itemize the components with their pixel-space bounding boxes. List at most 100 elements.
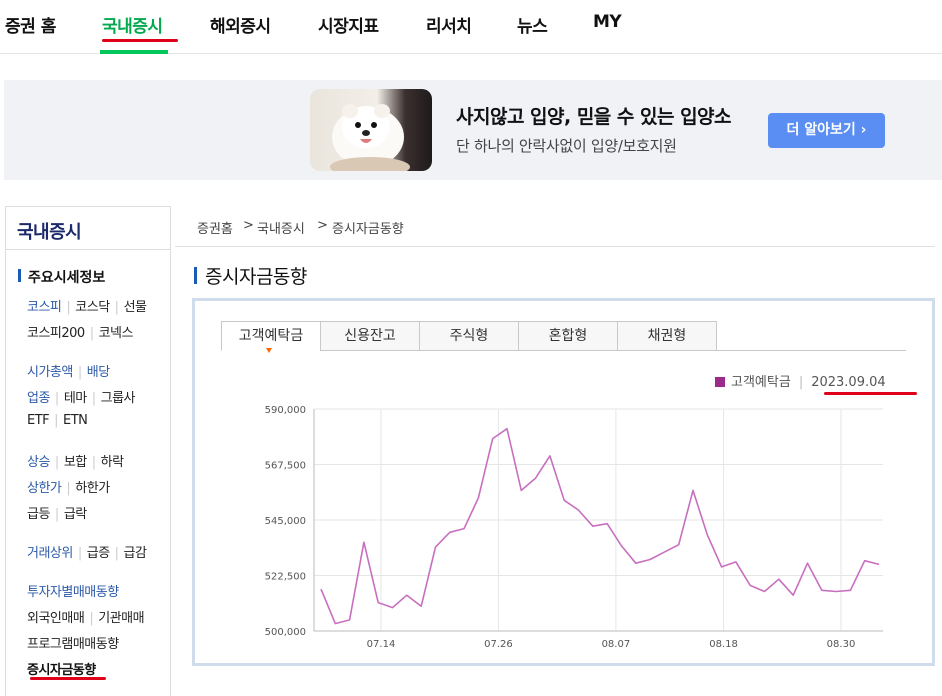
x-tick-label: 07.14: [367, 639, 396, 650]
tab-market-index[interactable]: 시장지표: [318, 17, 379, 37]
sidebar-link[interactable]: 하락: [100, 455, 124, 470]
deposit-line-chart: 590,000 567,500 545,000 522,500 500,000 07.14…: [265, 405, 883, 650]
top-navigation: 증권 홈 국내증시 해외증시 시장지표 리서치 뉴스 MY: [0, 0, 942, 54]
tab-overseas[interactable]: 해외증시: [210, 17, 271, 37]
y-tick-label: 522,500: [265, 572, 306, 583]
title-marker: [194, 267, 197, 284]
x-tick-label: 08.30: [827, 639, 856, 650]
sidebar-link[interactable]: 급락: [63, 507, 87, 522]
sidebar-link[interactable]: 배당: [86, 365, 110, 380]
legend-color-square: [715, 377, 725, 387]
sidebar-link[interactable]: 하한가: [75, 481, 110, 496]
sidebar-row: 외국인매매 | 기관매매: [27, 607, 145, 626]
red-annotation-underline: [102, 39, 178, 42]
sidebar-row: 코스피200 | 코넥스: [27, 322, 133, 341]
sidebar-link[interactable]: 외국인매매: [27, 611, 85, 626]
sidebar-link[interactable]: 투자자별매매동향: [27, 585, 119, 600]
sidebar-link[interactable]: 기관매매: [98, 611, 145, 626]
red-annotation-underline: [824, 392, 917, 395]
y-tick-label: 567,500: [265, 461, 306, 472]
sidebar-link[interactable]: 급등: [27, 507, 50, 522]
sidebar-link[interactable]: 급감: [123, 546, 147, 561]
sidebar-separator: |: [66, 300, 71, 315]
legend-series-label: 고객예탁금: [731, 375, 791, 390]
legend-date: 2023.09.04: [811, 375, 886, 390]
sidebar-link[interactable]: 코스닥: [75, 300, 110, 315]
sidebar-separator: |: [54, 391, 59, 406]
sidebar-row: 증시자금동향: [27, 659, 96, 678]
tab-my[interactable]: MY: [593, 12, 622, 32]
sidebar-link[interactable]: 선물: [123, 300, 147, 315]
breadcrumb-item: 증시자금동향: [332, 222, 404, 237]
sidebar-row: 업종 | 테마 | 그룹사: [27, 387, 136, 406]
page-title: 증시자금동향: [205, 266, 307, 288]
sidebar-separator: |: [114, 546, 119, 561]
tab-news[interactable]: 뉴스: [517, 17, 548, 37]
sidebar-link[interactable]: 보합: [63, 455, 87, 470]
tab-domestic[interactable]: 국내증시: [102, 17, 163, 37]
sidebar-row: 프로그램매매동향: [27, 633, 119, 652]
section-marker: [18, 269, 21, 282]
caret-down-icon: [266, 348, 272, 353]
breadcrumb-separator: >: [243, 218, 254, 233]
sidebar-link[interactable]: 급증: [86, 546, 110, 561]
chart-tab-label: 주식형: [449, 328, 489, 344]
sidebar-link[interactable]: 코스피200: [27, 326, 85, 341]
breadcrumb: 증권홈 > 국내증시 > 증시자금동향: [175, 206, 935, 247]
sidebar-separator: |: [77, 546, 82, 561]
chart-tab-equity[interactable]: 주식형: [419, 321, 519, 351]
chart-tab-label: 고객예탁금: [238, 328, 304, 344]
sidebar-separator: |: [54, 413, 59, 428]
breadcrumb-item[interactable]: 국내증시: [257, 222, 305, 237]
sidebar-section-title: 주요시세정보: [28, 270, 106, 286]
puppy-photo: [310, 89, 432, 171]
sidebar-link[interactable]: 업종: [27, 391, 50, 406]
sidebar-link[interactable]: 코스피: [27, 300, 62, 315]
sidebar-row: 급등 | 급락: [27, 503, 87, 522]
sidebar-link[interactable]: 프로그램매매동향: [27, 637, 119, 652]
active-tab-underline: [100, 50, 168, 54]
tab-research[interactable]: 리서치: [426, 17, 472, 37]
y-tick-label: 500,000: [265, 627, 306, 638]
breadcrumb-item[interactable]: 증권홈: [197, 222, 233, 237]
sidebar-link[interactable]: 테마: [63, 391, 87, 406]
tab-stock-home[interactable]: 증권 홈: [5, 17, 56, 37]
legend-divider: |: [798, 375, 804, 390]
learn-more-button[interactable]: 더 알아보기 ›: [768, 113, 885, 148]
sidebar-title[interactable]: 국내증시: [17, 222, 82, 243]
x-tick-label: 08.18: [709, 639, 738, 650]
sidebar-link[interactable]: ETN: [63, 413, 88, 428]
sidebar-separator: |: [77, 365, 82, 380]
y-tick-label: 590,000: [265, 405, 306, 416]
chart-tab-mixed[interactable]: 혼합형: [518, 321, 618, 351]
banner-subtitle: 단 하나의 안락사없이 입양/보호지원: [456, 137, 677, 155]
sidebar-link[interactable]: 상한가: [27, 481, 62, 496]
sidebar-separator: |: [91, 391, 96, 406]
sidebar-separator: |: [54, 507, 59, 522]
sidebar-link[interactable]: 거래상위: [27, 546, 73, 561]
sidebar-link[interactable]: ETF: [27, 413, 50, 428]
sidebar-link[interactable]: 시가총액: [27, 365, 73, 380]
sidebar-row: ETF | ETN: [27, 413, 88, 428]
chart-tab-label: 혼합형: [548, 328, 588, 344]
chart-panel: 고객예탁금 신용잔고 주식형 혼합형 채권형 고객예탁금 | 2023.09.04 …: [192, 298, 935, 666]
banner-title: 사지않고 입양, 믿을 수 있는 입양소: [456, 106, 732, 128]
sidebar-link[interactable]: 증시자금동향: [27, 663, 96, 678]
series-line-deposit: [320, 427, 880, 625]
chart-tab-deposit[interactable]: 고객예탁금: [221, 321, 321, 353]
sidebar-separator: |: [66, 481, 71, 496]
sidebar-separator: |: [89, 326, 94, 341]
sidebar-link[interactable]: 그룹사: [100, 391, 136, 406]
sidebar-row: 시가총액 | 배당: [27, 361, 110, 380]
chart-tab-bond[interactable]: 채권형: [617, 321, 717, 351]
sidebar-separator: |: [91, 455, 96, 470]
sidebar-row: 상한가 | 하한가: [27, 477, 110, 496]
sidebar-separator: |: [114, 300, 119, 315]
ad-banner[interactable]: 사지않고 입양, 믿을 수 있는 입양소 단 하나의 안락사없이 입양/보호지원…: [4, 80, 942, 180]
sidebar-link[interactable]: 코넥스: [98, 326, 134, 341]
red-annotation-underline: [30, 677, 106, 680]
sidebar-link[interactable]: 상승: [27, 455, 50, 470]
sidebar-separator: |: [54, 455, 59, 470]
x-tick-label: 07.26: [484, 639, 513, 650]
